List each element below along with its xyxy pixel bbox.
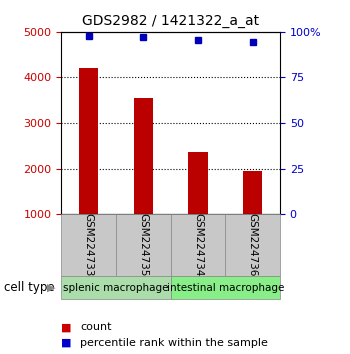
Text: GSM224735: GSM224735 xyxy=(138,213,148,277)
Bar xyxy=(116,214,171,276)
Text: cell type: cell type xyxy=(4,281,54,294)
Bar xyxy=(171,276,280,299)
Text: GSM224736: GSM224736 xyxy=(248,213,258,277)
Text: percentile rank within the sample: percentile rank within the sample xyxy=(80,338,268,348)
Text: ▶: ▶ xyxy=(47,282,56,293)
Text: ■: ■ xyxy=(61,322,72,332)
Bar xyxy=(188,152,208,214)
Bar xyxy=(134,98,153,214)
Bar xyxy=(225,214,280,276)
Bar xyxy=(61,214,116,276)
Title: GDS2982 / 1421322_a_at: GDS2982 / 1421322_a_at xyxy=(82,14,259,28)
Text: count: count xyxy=(80,322,112,332)
Text: GSM224733: GSM224733 xyxy=(84,213,93,277)
Bar xyxy=(243,171,262,214)
Bar xyxy=(171,214,225,276)
Text: intestinal macrophage: intestinal macrophage xyxy=(167,282,284,293)
Bar xyxy=(79,68,98,214)
Text: ■: ■ xyxy=(61,338,72,348)
Bar xyxy=(61,276,171,299)
Text: GSM224734: GSM224734 xyxy=(193,213,203,277)
Text: splenic macrophage: splenic macrophage xyxy=(63,282,169,293)
